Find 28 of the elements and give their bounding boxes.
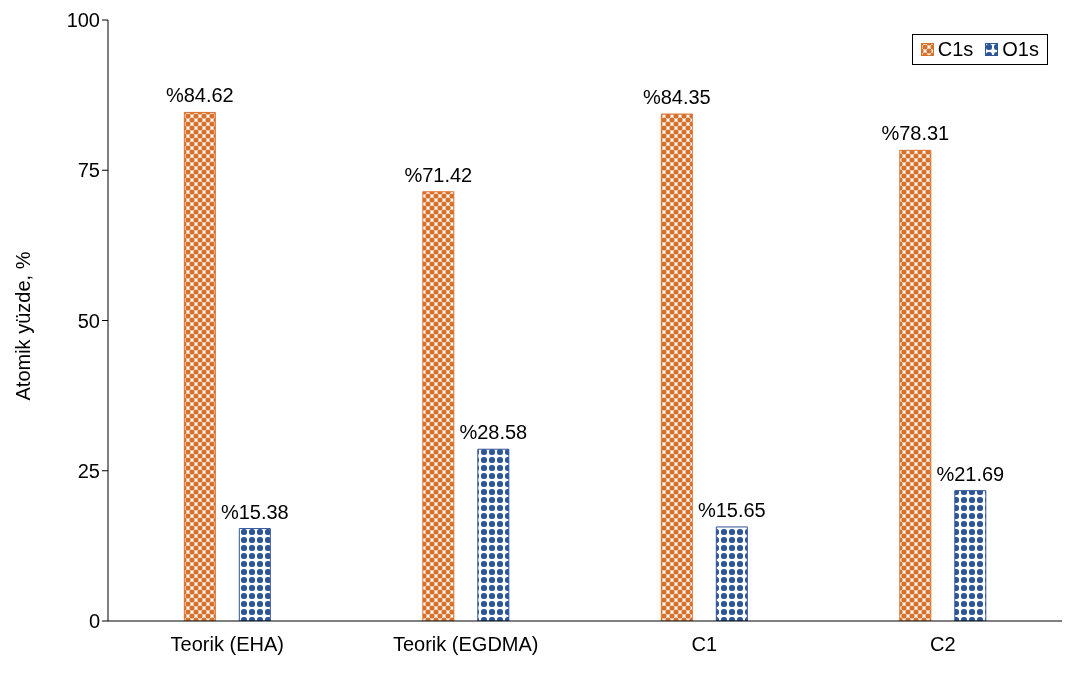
bar bbox=[422, 191, 455, 621]
legend-label: O1s bbox=[1002, 38, 1039, 61]
data-label: %84.62 bbox=[165, 84, 234, 107]
bar bbox=[715, 526, 748, 621]
legend-label: C1s bbox=[937, 38, 974, 61]
data-label: %78.31 bbox=[881, 122, 950, 145]
data-label: %15.65 bbox=[697, 498, 766, 521]
data-label: %84.35 bbox=[642, 86, 711, 109]
data-label: %21.69 bbox=[936, 462, 1005, 485]
bar bbox=[899, 149, 932, 621]
bar bbox=[477, 448, 510, 621]
y-tick-label: 100 bbox=[66, 9, 100, 32]
bar bbox=[660, 113, 693, 621]
bar bbox=[238, 528, 271, 621]
y-tick-label: 0 bbox=[88, 610, 100, 633]
data-label: %71.42 bbox=[404, 163, 473, 186]
bar bbox=[954, 490, 987, 621]
x-tick-label: Teorik (EHA) bbox=[170, 633, 284, 656]
data-label: %28.58 bbox=[459, 421, 528, 444]
data-label: %15.38 bbox=[220, 500, 289, 523]
bar bbox=[183, 111, 216, 621]
y-tick-label: 25 bbox=[77, 459, 100, 482]
x-tick-label: Teorik (EGDMA) bbox=[392, 633, 539, 656]
x-tick-label: C2 bbox=[929, 633, 956, 656]
y-tick-label: 75 bbox=[77, 159, 100, 182]
y-axis-title: Atomik yüzde, % bbox=[12, 251, 35, 401]
y-tick-label: 50 bbox=[77, 309, 100, 332]
x-tick-label: C1 bbox=[691, 633, 718, 656]
